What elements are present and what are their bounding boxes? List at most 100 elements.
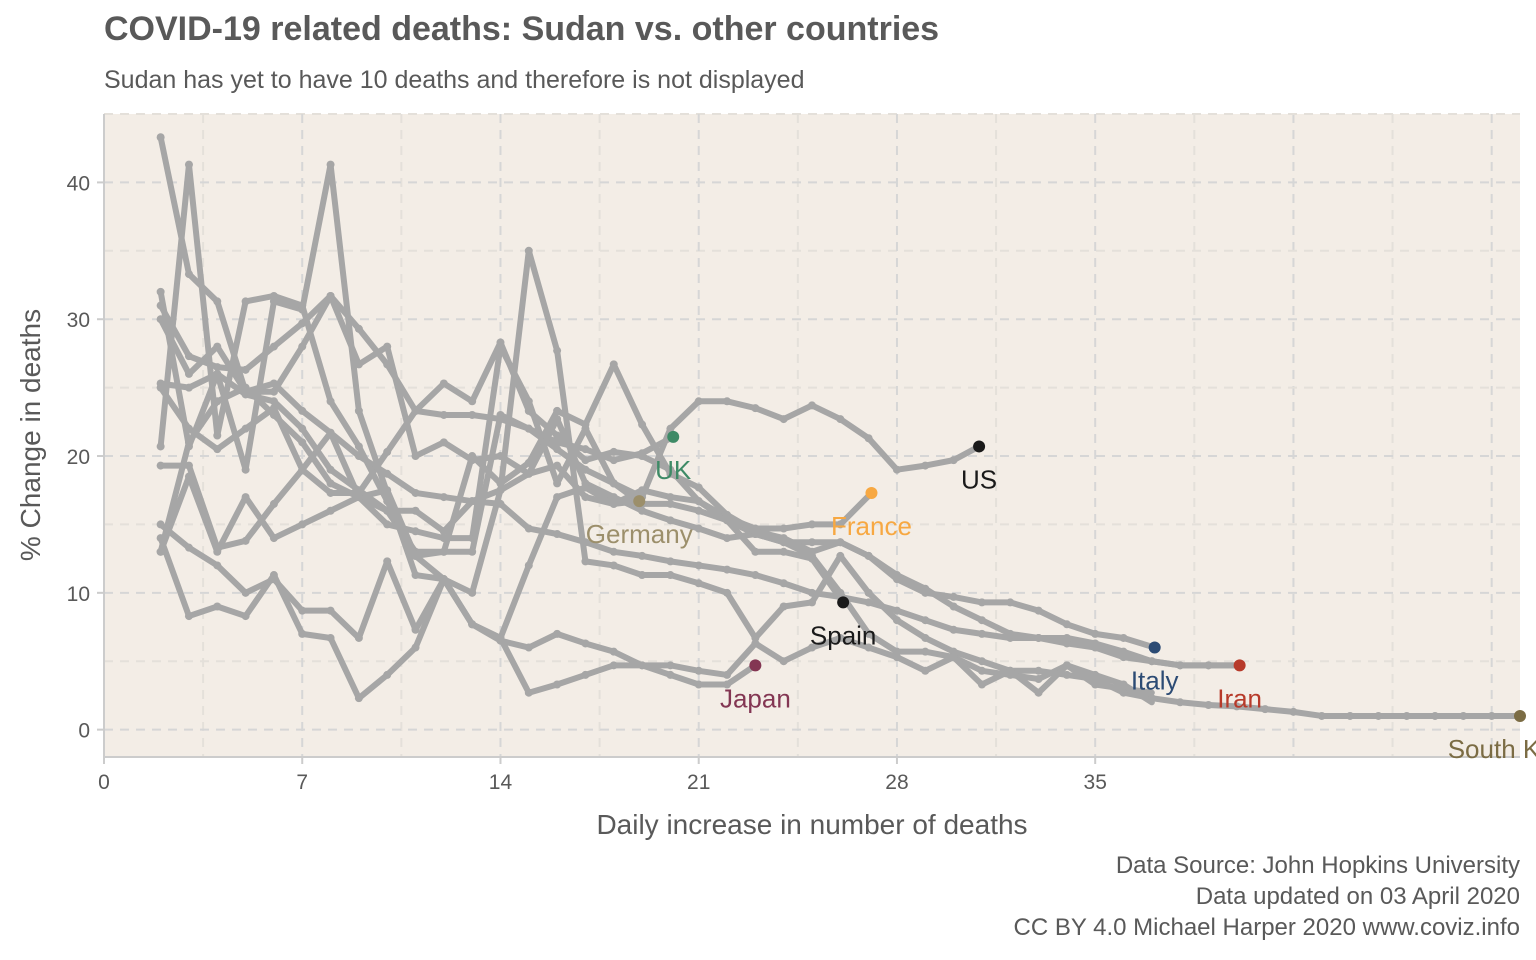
data-point	[298, 406, 307, 415]
data-point	[354, 360, 363, 369]
data-point	[553, 479, 562, 488]
data-point	[354, 406, 363, 415]
endpoint-france	[865, 486, 878, 499]
y-tick-label: 10	[67, 583, 90, 606]
data-point	[156, 301, 165, 310]
data-point	[723, 510, 732, 519]
data-point	[439, 493, 448, 502]
series-label-us: US	[961, 464, 997, 494]
data-point	[609, 360, 618, 369]
data-point	[609, 547, 618, 556]
data-point	[184, 270, 193, 279]
x-tick-label: 14	[489, 771, 513, 794]
data-point	[1034, 666, 1043, 675]
data-point	[723, 534, 732, 543]
data-point	[326, 633, 335, 642]
x-tick-label: 28	[885, 771, 908, 794]
data-point	[1261, 705, 1270, 714]
endpoint-germany	[633, 495, 646, 508]
data-point	[1062, 633, 1071, 642]
data-point	[977, 598, 986, 607]
data-point	[298, 606, 307, 615]
data-point	[383, 670, 392, 679]
data-point	[694, 483, 703, 492]
data-point	[1119, 680, 1128, 689]
data-point	[468, 397, 477, 406]
data-point	[354, 442, 363, 451]
data-point	[723, 397, 732, 406]
endpoint-uk	[667, 430, 680, 443]
data-point	[1062, 661, 1071, 670]
data-point	[751, 571, 760, 580]
data-point	[836, 633, 845, 642]
data-point	[241, 465, 250, 474]
data-point	[581, 493, 590, 502]
data-point	[1062, 639, 1071, 648]
data-point	[269, 342, 278, 351]
data-point	[638, 506, 647, 515]
data-point	[779, 524, 788, 533]
data-point	[892, 571, 901, 580]
x-tick-label: 7	[296, 771, 308, 794]
data-point	[581, 456, 590, 465]
data-point	[156, 534, 165, 543]
endpoint-iran	[1233, 659, 1246, 672]
data-point	[694, 666, 703, 675]
data-point	[609, 479, 618, 488]
data-point	[468, 456, 477, 465]
data-point	[553, 346, 562, 355]
data-point	[241, 297, 250, 306]
data-point	[921, 633, 930, 642]
series-label-south-korea: South Korea	[1448, 734, 1536, 764]
data-point	[298, 629, 307, 638]
data-point	[921, 666, 930, 675]
data-point	[638, 486, 647, 495]
data-point	[524, 406, 533, 415]
data-point	[553, 431, 562, 440]
data-point	[808, 643, 816, 652]
data-point	[213, 363, 222, 372]
data-point	[468, 620, 477, 629]
data-point	[836, 551, 845, 560]
data-point	[439, 575, 448, 584]
data-point	[241, 536, 250, 545]
data-point	[354, 694, 363, 703]
data-point	[213, 431, 222, 440]
series-labels: US UK Germany France Japan Spain Italy Iran Sout…	[586, 430, 1536, 764]
data-point	[184, 461, 193, 470]
data-point	[751, 547, 760, 556]
data-point	[269, 379, 278, 388]
data-point	[864, 598, 873, 607]
data-point	[524, 469, 533, 478]
data-point	[269, 571, 278, 580]
data-point	[496, 479, 505, 488]
data-point	[213, 602, 222, 611]
data-point	[496, 486, 505, 495]
data-point	[666, 670, 675, 679]
data-point	[411, 571, 420, 580]
data-point	[864, 588, 873, 597]
data-point	[751, 530, 760, 539]
data-point	[1062, 670, 1071, 679]
data-point	[298, 465, 307, 474]
data-point	[836, 415, 845, 424]
data-point	[666, 499, 675, 508]
data-point	[468, 497, 477, 506]
data-point	[694, 561, 703, 570]
data-point	[1034, 606, 1043, 615]
endpoint-spain	[837, 596, 850, 609]
data-point	[921, 584, 930, 593]
data-point	[468, 410, 477, 419]
y-tick-label: 40	[67, 172, 90, 195]
data-point	[1176, 698, 1185, 707]
data-point	[892, 653, 901, 662]
data-point	[864, 434, 873, 443]
data-point	[298, 301, 307, 310]
data-point	[156, 133, 165, 142]
data-point	[666, 493, 675, 502]
data-point	[581, 639, 590, 648]
data-point	[808, 520, 816, 529]
x-tick-label: 0	[98, 771, 110, 794]
series-line-italy	[157, 407, 1158, 651]
